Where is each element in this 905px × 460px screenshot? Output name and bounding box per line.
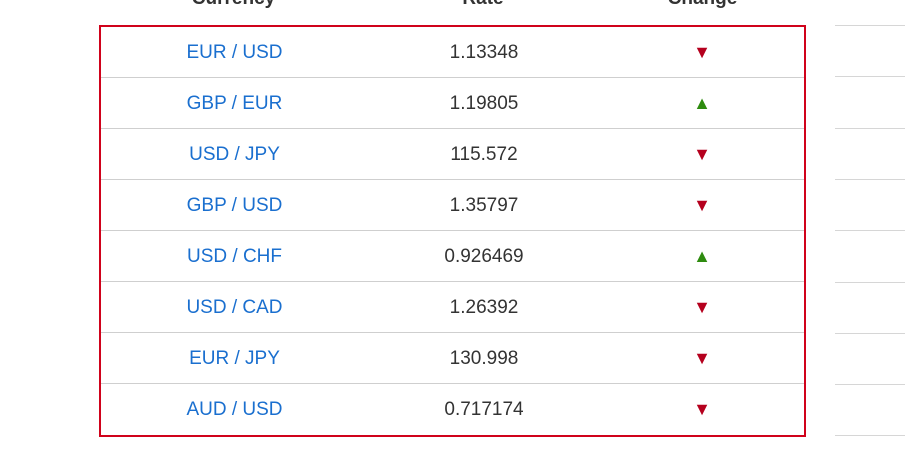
currency-pair-link[interactable]: USD / CAD bbox=[186, 296, 283, 318]
rate-value: 1.13348 bbox=[449, 41, 519, 63]
change-down-icon: ▼ bbox=[693, 296, 711, 317]
table-row: USD / JPY 115.572 ▼ bbox=[101, 129, 804, 180]
divider bbox=[835, 179, 905, 180]
divider bbox=[835, 230, 905, 231]
rate-value: 0.717174 bbox=[444, 399, 524, 420]
table-row: USD / CHF 0.926469 ▲ bbox=[101, 231, 804, 282]
divider bbox=[835, 282, 905, 283]
rate-value: 1.26392 bbox=[449, 296, 519, 318]
change-down-icon: ▼ bbox=[693, 143, 711, 164]
currency-pair-link[interactable]: GBP / EUR bbox=[186, 92, 283, 114]
change-down-icon: ▼ bbox=[693, 41, 711, 62]
rate-value: 1.35797 bbox=[449, 194, 519, 216]
change-down-icon: ▼ bbox=[693, 194, 711, 215]
rate-value: 130.998 bbox=[449, 347, 519, 369]
change-down-icon: ▼ bbox=[693, 347, 711, 368]
change-up-icon: ▲ bbox=[693, 92, 711, 113]
table-row: EUR / USD 1.13348 ▼ bbox=[101, 27, 804, 78]
rate-value: 115.572 bbox=[450, 143, 518, 165]
table-row: AUD / USD 0.717174 ▼ bbox=[101, 384, 804, 435]
table-row: USD / CAD 1.26392 ▼ bbox=[101, 282, 804, 333]
header-change: Change bbox=[599, 0, 806, 11]
currency-pair-link[interactable]: GBP / USD bbox=[186, 194, 283, 216]
exchange-rates-table: EUR / USD 1.13348 ▼ GBP / EUR 1.19805 ▲ … bbox=[99, 25, 806, 437]
currency-pair-link[interactable]: USD / JPY bbox=[189, 143, 280, 165]
table-row: EUR / JPY 130.998 ▼ bbox=[101, 333, 804, 384]
rate-value: 0.926469 bbox=[444, 245, 524, 267]
currency-pair-link[interactable]: AUD / USD bbox=[186, 399, 283, 420]
currency-pair-link[interactable]: EUR / USD bbox=[186, 41, 283, 63]
adjacent-table-edge bbox=[835, 0, 905, 460]
change-down-icon: ▼ bbox=[693, 399, 711, 419]
table-row: GBP / USD 1.35797 ▼ bbox=[101, 180, 804, 231]
divider bbox=[835, 435, 905, 436]
rate-value: 1.19805 bbox=[449, 92, 519, 114]
divider bbox=[835, 384, 905, 385]
change-up-icon: ▲ bbox=[693, 245, 711, 266]
currency-pair-link[interactable]: EUR / JPY bbox=[189, 347, 280, 369]
header-currency: Currency bbox=[100, 0, 367, 11]
header-rate: Rate bbox=[367, 0, 599, 11]
currency-pair-link[interactable]: USD / CHF bbox=[187, 245, 282, 267]
table-row: GBP / EUR 1.19805 ▲ bbox=[101, 78, 804, 129]
divider bbox=[835, 333, 905, 334]
table-header: Currency Rate Change bbox=[100, 0, 806, 11]
divider bbox=[835, 76, 905, 77]
divider bbox=[835, 25, 905, 26]
divider bbox=[835, 128, 905, 129]
